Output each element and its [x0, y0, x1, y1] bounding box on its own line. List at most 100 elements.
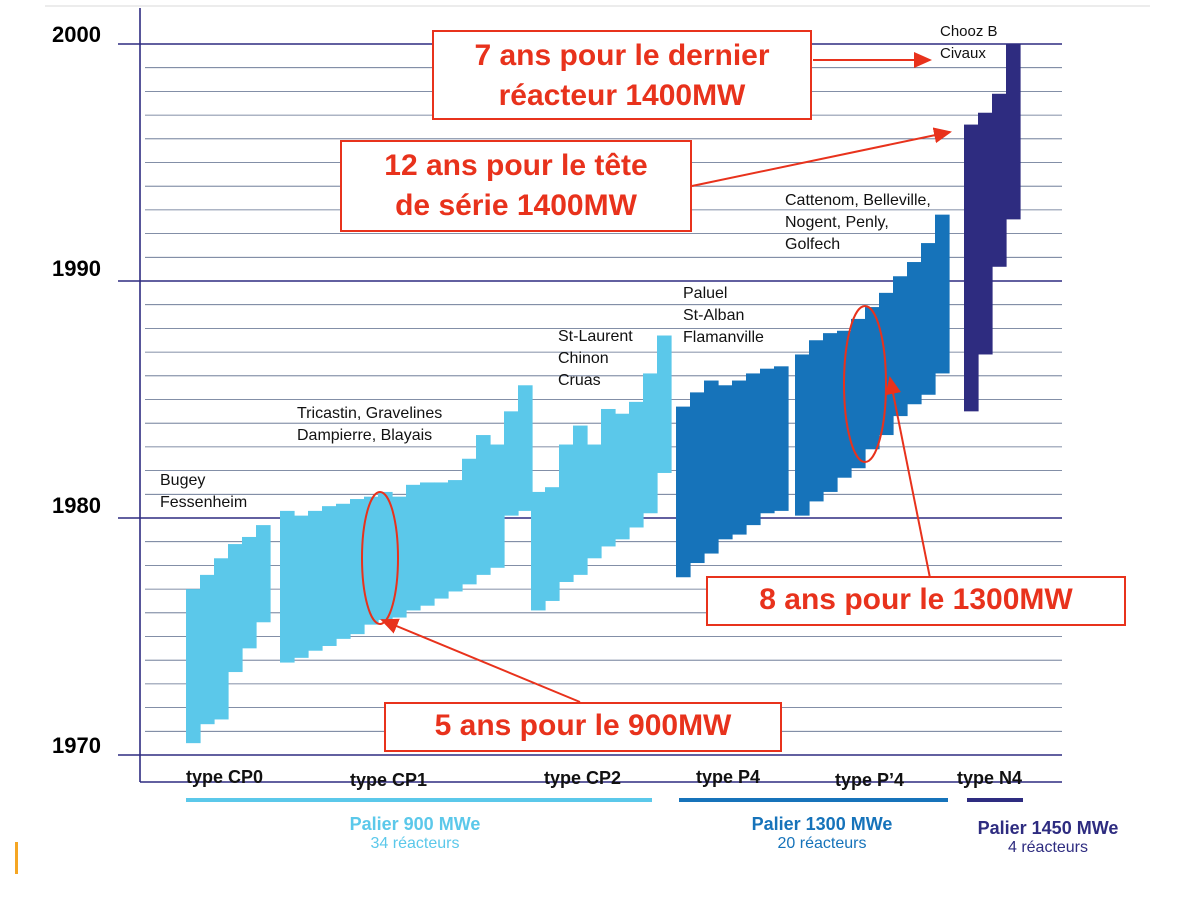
reactor-bar	[629, 401, 644, 528]
annotation-12-ans: 12 ans pour le tête de série 1400MW	[340, 140, 692, 232]
reactor-bar	[434, 482, 449, 599]
type-label-cp0: type CP0	[186, 767, 264, 787]
palier-title: Palier 1450 MWe	[977, 818, 1119, 838]
reactor-bar	[760, 368, 775, 514]
reactor-bar	[865, 307, 880, 450]
site-label: Civaux	[940, 45, 986, 62]
reactor-bar	[476, 435, 491, 575]
reactor-bar	[935, 214, 950, 374]
axes	[139, 8, 1062, 783]
reactor-bar	[774, 366, 789, 511]
site-label: Cattenom, Belleville,	[785, 192, 931, 209]
annotation-8-ans: 8 ans pour le 1300MW	[706, 576, 1126, 626]
reactor-bar	[308, 510, 323, 651]
annotation-5-ans: 5 ans pour le 900MW	[384, 702, 782, 752]
site-label: Golfech	[785, 236, 841, 253]
reactor-bar	[406, 484, 421, 611]
reactor-bar	[615, 413, 630, 540]
reactor-bar	[823, 333, 838, 492]
site-label: St-Laurent	[558, 328, 633, 345]
reactor-bar	[186, 589, 201, 744]
reactor-bar	[1006, 44, 1021, 220]
reactor-bar	[448, 480, 463, 592]
y-tick-1970: 1970	[52, 733, 101, 758]
y-tick-2000: 2000	[52, 22, 101, 47]
reactor-bar	[504, 411, 519, 516]
palier-1450-label: Palier 1450 MWe 4 réacteurs	[948, 818, 1148, 857]
annotation-line: réacteur 1400MW	[498, 79, 746, 112]
reactor-bar	[732, 380, 747, 535]
annotation-line: 5 ans pour le 900MW	[434, 709, 732, 742]
type-label-p4: type P4	[696, 767, 761, 787]
annotation-line: de série 1400MW	[395, 189, 637, 222]
reactor-bar	[531, 491, 546, 611]
reactor-bar	[978, 112, 993, 355]
site-label: Fessenheim	[160, 494, 248, 511]
reactor-bar	[350, 499, 365, 635]
reactor-bar	[809, 340, 824, 502]
site-label: St-Alban	[683, 307, 745, 324]
reactor-bar	[964, 124, 979, 412]
reactor-bar	[322, 506, 337, 646]
type-label-cp1: type CP1	[350, 770, 428, 790]
reactor-bar	[718, 385, 733, 540]
arrow-12-ans	[691, 127, 952, 187]
annotation-line: 7 ans pour le dernier	[474, 39, 770, 72]
reactor-bar	[200, 574, 215, 725]
side-marker	[15, 842, 18, 874]
y-tick-1990: 1990	[52, 256, 101, 281]
sites-p4prime: Cattenom, Belleville, Nogent, Penly, Gol…	[785, 190, 931, 256]
site-label: Nogent, Penly,	[785, 214, 889, 231]
reactor-bar	[228, 544, 243, 673]
annotation-line: 12 ans pour le tête	[384, 149, 648, 182]
reactor-bar	[214, 558, 229, 720]
reactor-bar	[643, 373, 658, 514]
palier-count: 34 réacteurs	[370, 835, 460, 852]
site-label: Bugey	[160, 472, 206, 489]
site-label: Paluel	[683, 285, 728, 302]
reactor-bar	[690, 392, 705, 564]
annotation-line: 8 ans pour le 1300MW	[759, 583, 1073, 616]
palier-count: 4 réacteurs	[1007, 839, 1089, 856]
site-label: Dampierre, Blayais	[297, 427, 433, 444]
reactor-bar	[907, 262, 922, 405]
ellipse-900	[361, 491, 399, 625]
sites-cp2: St-Laurent Chinon Cruas	[558, 326, 633, 392]
site-label: Cruas	[558, 372, 601, 389]
palier-count: 20 réacteurs	[777, 835, 867, 852]
reactor-bar	[587, 444, 602, 559]
reactor-bar	[559, 444, 574, 582]
reactor-bar	[893, 276, 908, 417]
palier-900-label: Palier 900 MWe 34 réacteurs	[325, 814, 505, 853]
reactor-bar	[518, 385, 533, 511]
reactor-bar	[545, 487, 560, 601]
reactor-bar	[378, 491, 393, 620]
sites-n4: Chooz B Civaux	[940, 21, 998, 65]
reactor-bar	[462, 458, 477, 585]
reactor-bar	[294, 515, 309, 658]
palier-title: Palier 900 MWe	[349, 814, 481, 834]
annotation-7-ans: 7 ans pour le dernier réacteur 1400MW	[432, 30, 812, 120]
reactor-bar	[795, 354, 810, 516]
type-label-p4prime: type P’4	[835, 770, 905, 790]
arrow-8-ans	[885, 376, 931, 579]
reactor-bar	[657, 335, 672, 473]
reactor-bar	[490, 444, 505, 568]
annotation-arrows	[380, 52, 952, 703]
reactor-bar	[921, 243, 936, 395]
reactor-bar	[420, 482, 435, 606]
sites-cp1: Tricastin, Gravelines Dampierre, Blayais	[297, 403, 442, 447]
sites-cp0: Bugey Fessenheim	[160, 470, 247, 514]
reactor-bar	[704, 380, 719, 554]
reactor-bar	[746, 373, 761, 526]
reactor-bar	[336, 503, 351, 639]
site-label: Tricastin, Gravelines	[297, 405, 443, 422]
reactor-bar	[992, 93, 1007, 267]
reactor-bar	[280, 510, 295, 663]
site-label: Chooz B	[940, 23, 998, 40]
reactor-bar	[573, 425, 588, 575]
reactor-bar	[676, 406, 691, 578]
reactor-bar	[364, 496, 379, 625]
arrow-5-ans	[380, 618, 581, 703]
